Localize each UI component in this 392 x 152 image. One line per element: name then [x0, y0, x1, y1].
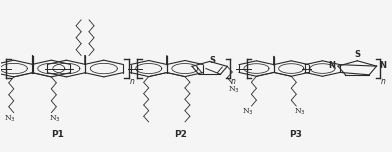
Text: N$_3$: N$_3$	[4, 113, 16, 124]
Text: N$_3$: N$_3$	[294, 107, 306, 117]
Text: S: S	[354, 50, 360, 59]
Text: N: N	[328, 61, 335, 70]
Text: n: n	[231, 77, 236, 86]
Text: P1: P1	[51, 130, 64, 139]
Text: n: n	[381, 77, 386, 86]
Text: N$_3$: N$_3$	[49, 113, 61, 124]
Text: N$_3$: N$_3$	[228, 84, 240, 95]
Text: N: N	[380, 61, 387, 70]
Text: P2: P2	[174, 130, 187, 139]
Text: N$_3$: N$_3$	[241, 107, 253, 117]
Text: n: n	[129, 77, 134, 86]
Text: S: S	[210, 56, 216, 65]
Text: P3: P3	[289, 130, 302, 139]
